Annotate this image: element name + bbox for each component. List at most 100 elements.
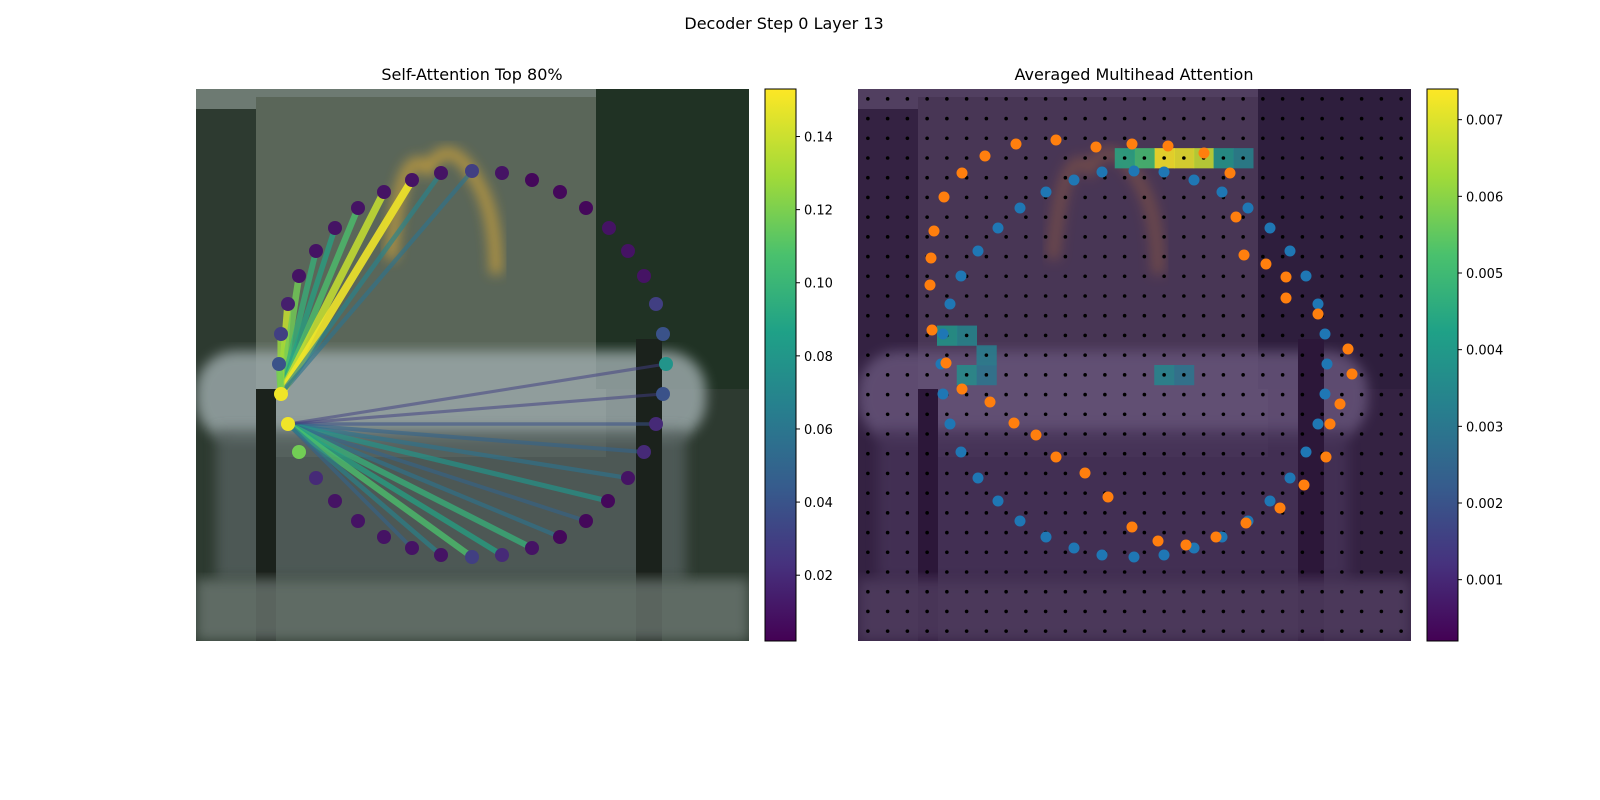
blue-keypoint (1312, 298, 1324, 310)
grid-dot (1142, 254, 1147, 259)
grid-dot (1043, 471, 1048, 476)
grid-dot (1063, 274, 1068, 279)
grid-dot (1379, 392, 1384, 397)
grid-dot (1142, 392, 1147, 397)
grid-dot (885, 215, 890, 219)
grid-dot (1201, 570, 1206, 574)
grid-dot (1162, 511, 1166, 515)
grid-dot (1300, 609, 1305, 614)
grid-dot (1063, 353, 1068, 357)
grid-dot (1043, 97, 1048, 101)
grid-dot (1063, 294, 1068, 298)
grid-dot (964, 589, 969, 594)
grid-dot (1103, 511, 1107, 515)
blue-keypoint (1014, 202, 1026, 214)
grid-dot (984, 471, 989, 476)
grid-dot (1103, 235, 1107, 239)
grid-dot (1241, 97, 1245, 101)
grid-dot (1300, 530, 1305, 535)
blue-keypoint (944, 298, 956, 310)
grid-dot (964, 333, 969, 338)
orange-keypoint (1102, 491, 1114, 503)
orange-keypoint (1324, 418, 1336, 430)
grid-dot (984, 609, 989, 614)
blue-keypoint (955, 446, 967, 458)
blue-keypoint (937, 328, 949, 340)
grid-dot (1162, 432, 1166, 436)
grid-dot (1083, 511, 1087, 515)
attention-point (637, 445, 651, 459)
grid-dot (905, 333, 910, 338)
grid-dot (1379, 156, 1384, 160)
grid-dot (945, 116, 949, 121)
grid-dot (1280, 313, 1285, 318)
grid-dot (885, 570, 890, 574)
grid-dot (1221, 373, 1226, 377)
blue-keypoint (944, 418, 956, 430)
grid-dot (1280, 116, 1285, 121)
grid-dot (1379, 412, 1384, 417)
grid-dot (1261, 254, 1265, 259)
grid-dot (1063, 550, 1068, 555)
grid-dot (1043, 313, 1048, 318)
grid-dot (1182, 215, 1186, 219)
grid-dot (1142, 511, 1147, 515)
orange-keypoint (940, 357, 952, 369)
attention-point (274, 327, 288, 341)
grid-dot (1300, 432, 1305, 436)
grid-dot (1043, 175, 1048, 180)
grid-dot (1359, 294, 1364, 298)
grid-dot (1201, 175, 1206, 180)
grid-dot (1122, 589, 1127, 594)
grid-dot (1320, 570, 1324, 574)
grid-dot (1024, 195, 1028, 200)
attention-point (656, 327, 670, 341)
grid-dot (1004, 550, 1008, 555)
grid-dot (1182, 570, 1186, 574)
grid-dot (1083, 609, 1087, 614)
grid-dot (1379, 274, 1384, 279)
grid-dot (1201, 254, 1206, 259)
grid-dot (1221, 412, 1226, 417)
grid-dot (885, 530, 890, 535)
grid-dot (984, 392, 989, 397)
grid-dot (1280, 392, 1285, 397)
grid-dot (1122, 333, 1127, 338)
grid-dot (1379, 333, 1384, 338)
attention-edge (286, 421, 534, 551)
grid-dot (925, 511, 929, 515)
orange-keypoint (1010, 138, 1022, 150)
grid-dot (1399, 392, 1403, 397)
grid-dot (1359, 412, 1364, 417)
grid-dot (1201, 116, 1206, 121)
grid-dot (905, 313, 910, 318)
blue-keypoint (1068, 174, 1080, 186)
grid-dot (1399, 570, 1403, 574)
attention-edge (286, 421, 474, 560)
grid-dot (1340, 274, 1344, 279)
grid-dot (925, 530, 929, 535)
grid-dot (1122, 570, 1127, 574)
attention-point (656, 387, 670, 401)
grid-dot (1103, 215, 1107, 219)
grid-dot (1300, 471, 1305, 476)
grid-dot (1221, 156, 1226, 160)
attention-point (553, 185, 567, 199)
grid-dot (1221, 432, 1226, 436)
grid-dot (1241, 412, 1245, 417)
grid-dot (1122, 136, 1127, 141)
grid-dot (905, 589, 910, 594)
blue-keypoint (1284, 245, 1296, 257)
attention-edge (287, 421, 609, 504)
grid-dot (1142, 294, 1147, 298)
grid-dot (1063, 432, 1068, 436)
grid-dot (1280, 570, 1285, 574)
grid-dot (1280, 97, 1285, 101)
attention-edge (287, 392, 664, 426)
grid-dot (1024, 116, 1028, 121)
grid-dot (1379, 511, 1384, 515)
grid-dot (984, 589, 989, 594)
grid-dot (1063, 530, 1068, 535)
grid-dot (1399, 254, 1403, 259)
grid-dot (964, 629, 969, 633)
